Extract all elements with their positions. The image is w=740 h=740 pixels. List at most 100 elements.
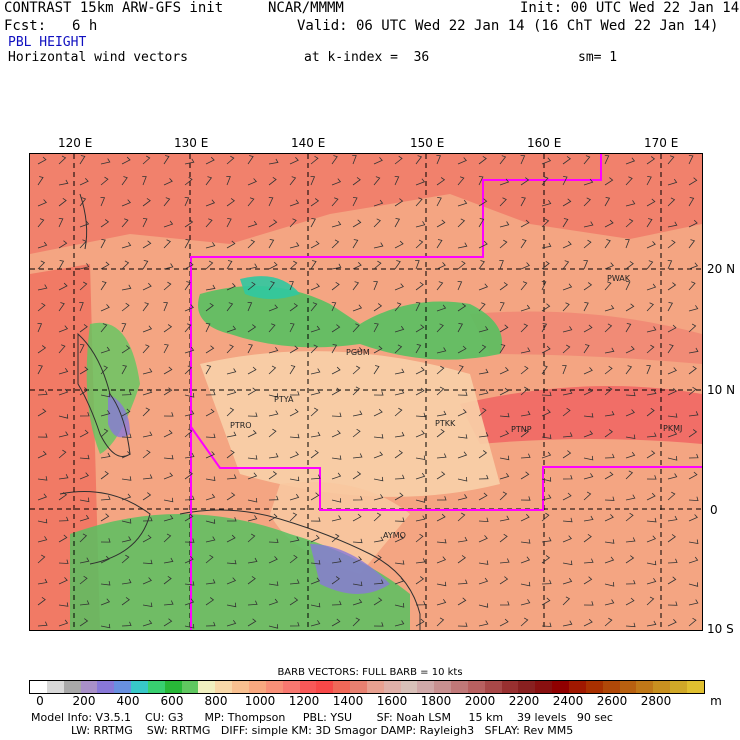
wind-barb — [562, 407, 571, 417]
wind-barb — [562, 283, 573, 291]
wind-barb — [457, 391, 468, 396]
wind-barb — [499, 344, 506, 354]
wind-barb — [37, 241, 48, 249]
wind-barb — [688, 599, 699, 606]
wind-barb — [268, 323, 276, 333]
wind-barb — [310, 407, 319, 417]
wind-barb — [625, 200, 636, 207]
wind-barb — [100, 365, 108, 375]
wind-barb — [415, 197, 423, 207]
wind-barb — [520, 386, 529, 396]
wind-barb — [373, 536, 384, 543]
wind-barb — [415, 430, 425, 438]
wind-barb — [289, 323, 295, 333]
colorbar-swatch — [467, 681, 485, 693]
model-title: CONTRAST 15km ARW-GFS init — [4, 0, 224, 16]
wind-barb — [667, 178, 678, 186]
wind-barb — [667, 491, 676, 501]
wind-barb — [289, 554, 298, 564]
wind-barb — [604, 197, 611, 207]
wind-barb — [541, 345, 551, 354]
wind-barb — [667, 221, 678, 228]
station-ptya: PTYA — [274, 395, 294, 404]
wind-barb — [667, 344, 674, 354]
colorbar-swatch — [181, 681, 199, 693]
wind-barb — [163, 281, 172, 291]
wind-barb — [646, 218, 653, 228]
wind-barb — [646, 432, 657, 438]
wind-barb — [478, 620, 489, 627]
wind-barb — [373, 434, 384, 439]
colorbar-swatch — [316, 681, 334, 693]
colorbar-swatch — [451, 681, 468, 693]
wind-barb — [247, 618, 257, 627]
wind-barb — [58, 516, 69, 522]
wind-barb — [394, 407, 403, 417]
wind-barb — [142, 474, 153, 480]
wind-barb — [604, 496, 615, 501]
wind-barb — [100, 158, 111, 165]
wind-barb — [142, 325, 153, 333]
wind-barb — [121, 597, 130, 606]
wind-barb — [415, 239, 424, 249]
wind-barb — [58, 559, 69, 564]
wind-barb — [499, 558, 510, 564]
wind-barb — [625, 555, 635, 564]
wind-barb — [205, 451, 215, 459]
wind-barb — [121, 365, 128, 375]
wind-barb — [437, 496, 447, 501]
wind-barb — [499, 430, 510, 438]
wind-barb — [121, 451, 131, 459]
wind-barb — [79, 366, 89, 375]
wind-barb — [478, 577, 489, 585]
colorbar-swatch — [46, 681, 64, 693]
sulawesi-coast — [59, 491, 151, 565]
colorbar-label: 2000 — [464, 694, 496, 708]
wind-barb — [415, 558, 426, 564]
wind-barb — [310, 620, 321, 627]
wind-barb — [58, 474, 69, 480]
wind-barb — [646, 241, 656, 249]
station-aymo: AYMO — [383, 531, 406, 540]
wind-barb — [499, 239, 508, 249]
wind-barb — [163, 429, 173, 438]
wind-barb — [142, 260, 149, 270]
south-low-pbl-area — [270, 482, 410, 574]
wind-barb — [247, 178, 257, 186]
wind-barb — [394, 517, 405, 522]
wind-barb — [436, 262, 446, 270]
wind-barb — [163, 220, 174, 228]
wind-barb — [226, 431, 237, 438]
wind-barb — [184, 365, 193, 375]
wind-barb — [163, 472, 174, 480]
wind-barb — [646, 156, 656, 165]
wind-barb — [583, 413, 594, 418]
wind-barb — [205, 597, 215, 606]
wind-barb — [331, 220, 342, 228]
wind-barb — [415, 178, 426, 186]
wind-barb — [37, 518, 48, 524]
southern-green-area — [70, 514, 410, 630]
wind-barb — [646, 450, 656, 459]
wind-barb — [541, 451, 552, 459]
wind-barb — [562, 474, 573, 480]
wind-barb — [688, 239, 696, 249]
wind-barb — [37, 302, 46, 312]
wind-barb — [625, 176, 633, 186]
wind-barb — [247, 281, 256, 291]
wind-barb — [394, 344, 403, 354]
wind-barb — [100, 323, 108, 333]
wind-barb — [688, 453, 699, 459]
wind-barb — [625, 391, 636, 397]
wind-barb — [436, 428, 445, 438]
wind-barb — [121, 536, 132, 543]
wind-barb — [121, 302, 130, 312]
taiwan-coast — [79, 193, 88, 250]
wind-barb — [625, 157, 636, 165]
wind-barb — [79, 411, 90, 417]
wind-barb — [247, 220, 258, 228]
station-ptro: PTRO — [230, 421, 252, 430]
wind-barb — [373, 579, 384, 585]
wind-barb — [604, 539, 615, 544]
wind-barb — [541, 242, 552, 249]
